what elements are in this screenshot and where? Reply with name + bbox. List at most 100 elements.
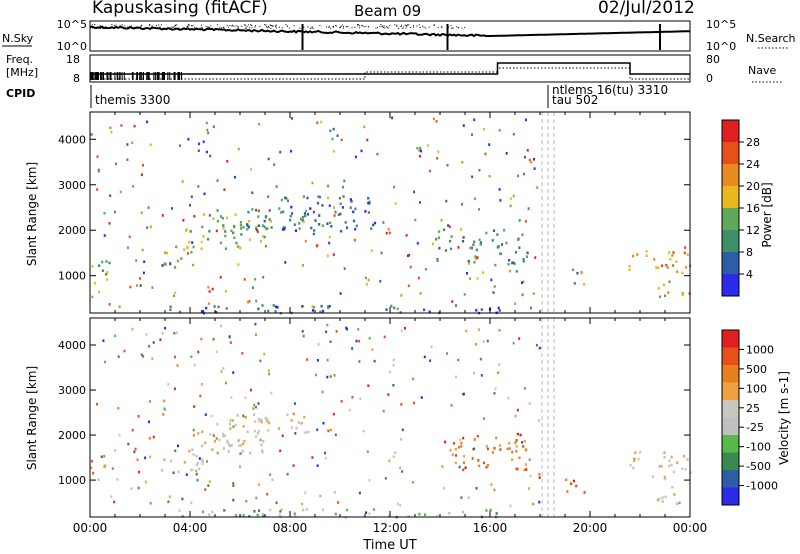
noise-search-dots	[91, 24, 661, 50]
noise-search-dot	[404, 24, 406, 26]
noise-search-dot	[365, 26, 367, 28]
y-tick-label: 1000	[58, 474, 86, 487]
echo-cell	[298, 227, 301, 230]
echo-cell	[525, 448, 528, 452]
echo-cell	[268, 372, 271, 376]
colorbar-frame	[721, 329, 740, 506]
noise-search-dot	[359, 27, 361, 29]
noise-search-dot	[380, 24, 382, 26]
echo-cell	[96, 402, 98, 406]
echo-cell	[205, 306, 208, 310]
echo-cell	[208, 290, 211, 293]
echo-cell	[327, 429, 330, 433]
echo-cell	[444, 249, 448, 252]
echo-cell	[201, 225, 204, 229]
echo-cell	[330, 225, 333, 228]
echo-cell	[233, 225, 236, 228]
echo-cell	[660, 464, 664, 468]
nsearch-label: N.Search	[746, 32, 796, 45]
echo-cell	[348, 408, 351, 412]
colorbar-segment	[722, 252, 739, 275]
noise-search-dot	[339, 27, 341, 29]
colorbar-segment	[722, 365, 739, 383]
echo-cell	[473, 197, 476, 201]
echo-cell	[274, 305, 278, 309]
echo-cell	[475, 343, 478, 346]
echo-cell	[269, 473, 272, 476]
echo-cell	[498, 188, 501, 191]
echo-cell	[653, 258, 656, 261]
echo-cell	[181, 515, 184, 518]
echo-cell	[681, 293, 684, 296]
noise-search-dot	[394, 24, 396, 26]
x-tick-label: 00:00	[73, 521, 108, 535]
echo-cell	[220, 370, 223, 373]
echo-cell	[279, 510, 282, 513]
noise-search-dot	[354, 26, 356, 28]
echo-cell	[207, 302, 210, 305]
colorbar-segment	[722, 487, 739, 506]
echo-cell	[119, 190, 122, 194]
x-tick-label: 00:00	[673, 521, 708, 535]
echo-cell	[163, 407, 166, 411]
echo-cell	[522, 260, 525, 263]
echo-cell	[446, 352, 448, 355]
echo-cell	[329, 221, 332, 225]
noise-search-dot	[405, 27, 407, 29]
echo-cell	[304, 214, 307, 218]
echo-cell	[451, 300, 454, 303]
echo-cell	[418, 149, 421, 152]
echo-cell	[523, 387, 526, 390]
echo-cell	[302, 220, 305, 224]
echo-cell	[318, 214, 321, 217]
echo-cell	[327, 196, 329, 200]
echo-cell	[144, 456, 147, 460]
echo-cell	[243, 278, 246, 281]
echo-cell	[419, 201, 422, 204]
echo-cell	[499, 448, 502, 451]
echo-cell	[663, 475, 666, 479]
echo-cell	[163, 262, 166, 266]
echo-cell	[681, 271, 684, 275]
echo-cell	[281, 434, 284, 438]
station-title: Kapuskasing (fitACF)	[92, 0, 268, 18]
echo-cell	[137, 415, 140, 418]
echo-cell	[195, 463, 198, 467]
echo-cell	[222, 432, 225, 436]
echo-cell	[470, 246, 473, 250]
echo-cell	[269, 220, 272, 223]
noise-search-dot	[448, 26, 450, 28]
echo-cell	[462, 392, 465, 396]
noise-search-dot	[199, 27, 201, 29]
echo-cell	[514, 441, 517, 444]
noise-search-dot	[172, 26, 174, 28]
noise-search-dot	[328, 26, 330, 28]
echo-cell	[169, 308, 172, 311]
echo-cell	[494, 387, 497, 390]
echo-cell	[473, 240, 476, 243]
echo-cell	[345, 508, 349, 512]
echo-cell	[110, 495, 113, 498]
date-label: 02/Jul/2012	[598, 0, 695, 18]
echo-cell	[367, 384, 370, 387]
echo-cell	[496, 246, 499, 249]
noise-search-dot	[293, 25, 295, 27]
echo-cell	[457, 358, 460, 362]
echo-cell	[334, 210, 337, 214]
echo-cell	[518, 337, 521, 340]
echo-cell	[503, 228, 506, 232]
velocity-ylabel: Slant Range [km]	[25, 366, 39, 470]
echo-cell	[228, 422, 232, 426]
echo-cell	[201, 462, 204, 465]
noise-search-dot	[309, 27, 311, 29]
echo-cell	[329, 428, 332, 432]
echo-cell	[176, 364, 179, 367]
echo-cell	[445, 199, 448, 203]
echo-cell	[396, 307, 399, 311]
echo-cell	[169, 305, 172, 308]
noise-search-dot	[272, 25, 274, 27]
echo-cell	[441, 465, 444, 468]
echo-cell	[251, 191, 254, 194]
echo-cell	[324, 457, 327, 460]
echo-cell	[206, 128, 209, 132]
